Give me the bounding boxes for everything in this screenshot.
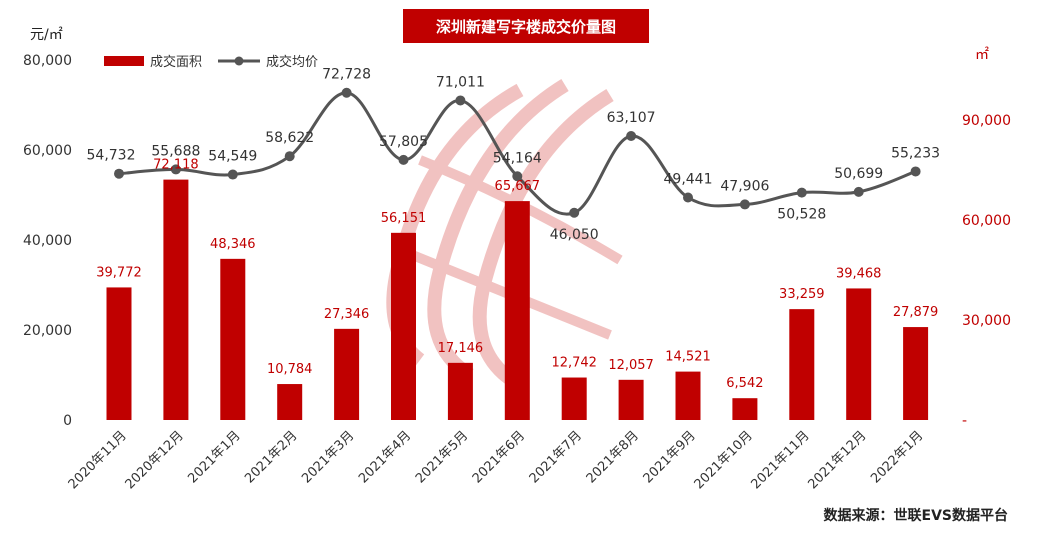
price-point: [512, 171, 523, 182]
legend-line-label: 成交均价: [266, 54, 318, 70]
right-tick-label: 90,000: [962, 113, 1011, 129]
price-point: [170, 164, 181, 175]
bar-value-label: 17,146: [438, 341, 484, 356]
price-value-label: 55,688: [151, 143, 200, 159]
bar-value-label: 56,151: [381, 211, 427, 226]
bar-value-label: 65,667: [495, 179, 541, 194]
bar: [447, 362, 473, 420]
x-tick-label: 2021年6月: [470, 428, 528, 486]
bar-value-label: 27,879: [893, 305, 939, 320]
price-point: [626, 131, 637, 142]
price-value-label: 63,107: [607, 110, 656, 126]
right-tick-label: 30,000: [962, 313, 1011, 329]
right-tick-label: 60,000: [962, 213, 1011, 229]
x-tick-label: 2021年7月: [527, 428, 585, 486]
bar-value-label: 39,772: [96, 265, 142, 280]
price-value-label: 54,732: [87, 148, 136, 164]
price-value-label: 71,011: [436, 74, 485, 90]
price-value-label: 47,906: [720, 178, 769, 194]
bar: [391, 232, 416, 420]
bar-value-label: 14,521: [665, 350, 711, 365]
bar: [220, 258, 246, 420]
left-axis-unit: 元/㎡: [30, 27, 63, 43]
price-value-label: 58,622: [265, 130, 314, 146]
left-tick-label: 0: [63, 413, 72, 429]
x-tick-label: 2022年1月: [868, 428, 926, 486]
price-point: [796, 187, 807, 198]
bar-value-label: 33,259: [779, 287, 825, 302]
price-line: [118, 91, 917, 216]
price-value-label: 72,728: [322, 67, 371, 83]
bar-value-label: 39,468: [836, 266, 882, 281]
bar-value-label: 27,346: [324, 307, 370, 322]
price-value-label: 50,528: [777, 207, 826, 223]
bar: [903, 327, 929, 420]
price-point: [455, 95, 466, 106]
price-point: [114, 168, 124, 179]
x-tick-label: 2021年11月: [749, 428, 813, 492]
price-value-label: 46,050: [550, 227, 599, 243]
price-point: [341, 87, 352, 98]
bar-value-label: 12,057: [608, 358, 654, 373]
left-tick-label: 60,000: [23, 143, 72, 159]
x-tick-label: 2021年2月: [242, 428, 300, 486]
price-point: [227, 169, 238, 180]
price-value-label: 54,164: [493, 150, 542, 166]
chart-title: 深圳新建写字楼成交价量图: [403, 9, 649, 43]
legend-line-marker: [234, 56, 244, 66]
bar: [846, 288, 872, 420]
right-axis-unit: ㎡: [975, 47, 989, 63]
bar: [561, 377, 587, 420]
legend-bar-label: 成交面积: [150, 54, 202, 70]
price-value-label: 49,441: [664, 172, 713, 188]
bar: [334, 328, 360, 420]
bar-value-label: 12,742: [551, 356, 597, 371]
price-point: [398, 154, 409, 165]
x-tick-label: 2021年12月: [805, 428, 869, 492]
legend-bar-swatch: [104, 56, 144, 66]
x-tick-label: 2021年3月: [299, 428, 357, 486]
price-point: [284, 151, 295, 162]
price-value-label: 50,699: [834, 166, 883, 182]
x-tick-label: 2021年1月: [185, 428, 243, 486]
x-tick-label: 2020年12月: [123, 428, 187, 492]
price-value-label: 55,233: [891, 145, 940, 161]
x-tick-label: 2021年5月: [413, 428, 471, 486]
price-point: [910, 166, 921, 177]
left-tick-label: 80,000: [23, 53, 72, 69]
price-point: [683, 192, 693, 203]
bar: [163, 179, 189, 420]
x-tick-label: 2021年4月: [356, 428, 414, 486]
bar: [618, 379, 644, 420]
bar: [504, 201, 530, 420]
right-tick-label: -: [962, 413, 967, 429]
left-tick-label: 20,000: [23, 323, 72, 339]
bar-value-label: 10,784: [267, 362, 313, 377]
left-tick-label: 40,000: [23, 233, 72, 249]
x-tick-label: 2021年9月: [641, 428, 699, 486]
x-tick-label: 2020年11月: [66, 428, 130, 492]
bar: [732, 398, 758, 420]
price-point: [853, 186, 864, 197]
x-tick-label: 2021年8月: [584, 428, 642, 486]
bar: [789, 309, 815, 420]
bar-value-label: 72,118: [153, 158, 199, 173]
price-point: [739, 199, 750, 210]
source-note: 数据来源：世联EVS数据平台: [823, 508, 1008, 524]
bar: [106, 287, 132, 420]
bar-value-label: 48,346: [210, 237, 256, 252]
bar-value-label: 6,542: [726, 376, 763, 391]
bar: [675, 371, 701, 420]
x-tick-label: 2021年10月: [692, 428, 756, 492]
price-value-label: 57,805: [379, 134, 428, 150]
price-value-label: 54,549: [208, 149, 257, 165]
price-point: [569, 207, 580, 218]
bar: [277, 384, 303, 420]
